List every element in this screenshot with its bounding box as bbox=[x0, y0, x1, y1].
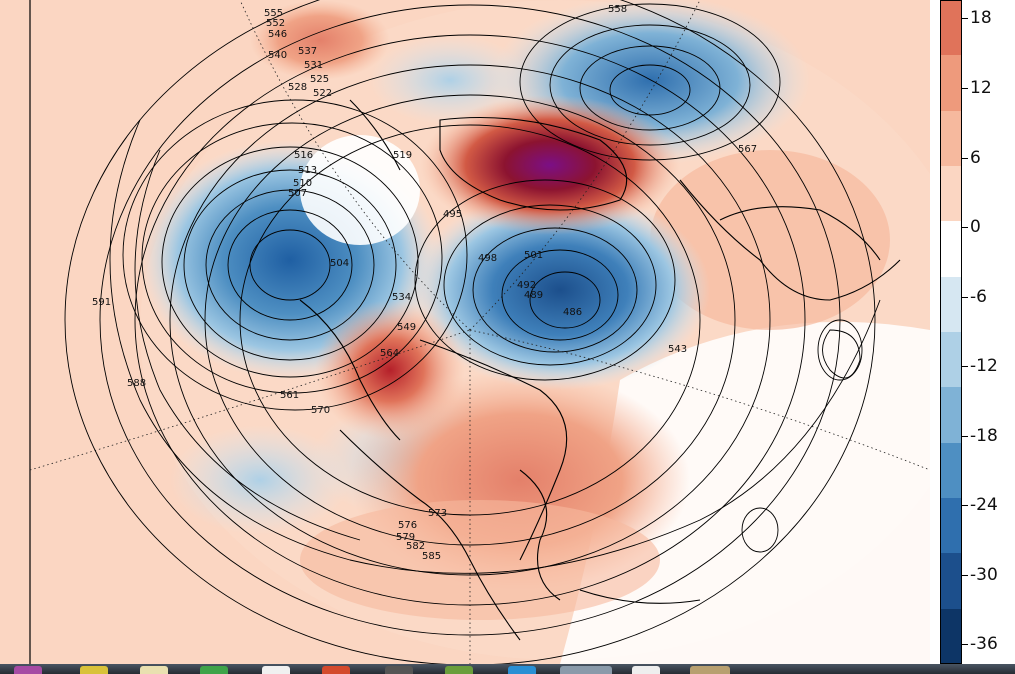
map-canvas: 591 588 585 582 579 576 573 570 567 564 … bbox=[29, 0, 930, 664]
colorbar-label: 12 bbox=[970, 78, 992, 98]
colorbar-label: -6 bbox=[970, 287, 987, 307]
contour-label: 585 bbox=[422, 551, 441, 562]
colorbar-swatch bbox=[940, 387, 962, 444]
colorbar-swatch bbox=[940, 608, 962, 665]
contour-label: 561 bbox=[280, 390, 299, 401]
colorbar-tick bbox=[962, 366, 968, 367]
app-icon[interactable] bbox=[690, 666, 730, 674]
app-icon[interactable] bbox=[200, 666, 228, 674]
contour-label: 489 bbox=[524, 290, 543, 301]
app-icon[interactable] bbox=[14, 666, 42, 674]
colorbar-tick bbox=[962, 575, 968, 576]
contour-label: 507 bbox=[288, 188, 307, 199]
app-icon[interactable] bbox=[80, 666, 108, 674]
contour-label: 534 bbox=[392, 292, 411, 303]
contour-label: 519 bbox=[393, 150, 412, 161]
colorbar-label: -36 bbox=[970, 634, 998, 654]
app-icon[interactable] bbox=[560, 666, 612, 674]
app-icon[interactable] bbox=[322, 666, 350, 674]
colorbar-swatch bbox=[940, 110, 962, 167]
contour-label: 492 bbox=[517, 280, 536, 291]
contour-label: 537 bbox=[298, 46, 317, 57]
contour-label: 588 bbox=[127, 378, 146, 389]
contour-label: 540 bbox=[268, 50, 287, 61]
colorbar-tick bbox=[962, 436, 968, 437]
contour-label: 513 bbox=[298, 165, 317, 176]
colorbar-swatch bbox=[940, 442, 962, 499]
contour-label: 504 bbox=[330, 258, 349, 269]
colorbar-swatch bbox=[940, 276, 962, 333]
contour-label: 531 bbox=[304, 60, 323, 71]
contour-label: 555 bbox=[264, 8, 283, 19]
contour-label: 522 bbox=[313, 88, 332, 99]
colorbar-swatch bbox=[940, 498, 962, 554]
colorbar-tick bbox=[962, 297, 968, 298]
height-anomaly-map: 591 588 585 582 579 576 573 570 567 564 … bbox=[0, 0, 930, 664]
app-icon[interactable] bbox=[140, 666, 168, 674]
contour-label: 567 bbox=[738, 144, 757, 155]
contour-label: 552 bbox=[266, 18, 285, 29]
app-icon[interactable] bbox=[445, 666, 473, 674]
colorbar-tick bbox=[962, 18, 968, 19]
contour-label: 516 bbox=[294, 150, 313, 161]
colorbar-tick bbox=[962, 88, 968, 89]
app-icon[interactable] bbox=[385, 666, 413, 674]
colorbar-tick bbox=[962, 505, 968, 506]
app-icon[interactable] bbox=[632, 666, 660, 674]
contour-label: 549 bbox=[397, 322, 416, 333]
contour-label: 573 bbox=[428, 508, 447, 519]
colorbar-swatch bbox=[940, 553, 962, 610]
colorbar-label: -24 bbox=[970, 495, 998, 515]
taskbar bbox=[0, 664, 1015, 674]
temperature-anomaly-colorbar: 18 12 6 0 -6 -12 -18 -24 -30 -36 bbox=[930, 0, 1015, 665]
colorbar-swatch bbox=[940, 221, 962, 278]
contour-label: 558 bbox=[608, 4, 627, 15]
colorbar-label: 18 bbox=[970, 8, 992, 28]
contour-label: 495 bbox=[443, 209, 462, 220]
contour-label: 564 bbox=[380, 348, 399, 359]
contour-label: 582 bbox=[406, 541, 425, 552]
colorbar-label: -12 bbox=[970, 356, 998, 376]
contour-label: 576 bbox=[398, 520, 417, 531]
contour-labels: 591 588 585 582 579 576 573 570 567 564 … bbox=[92, 4, 757, 562]
colorbar-border bbox=[940, 0, 962, 664]
colorbar-label: -30 bbox=[970, 565, 998, 585]
contour-label: 543 bbox=[668, 344, 687, 355]
contour-label: 570 bbox=[311, 405, 330, 416]
contour-label: 546 bbox=[268, 29, 287, 40]
contour-label: 525 bbox=[310, 74, 329, 85]
app-icon[interactable] bbox=[508, 666, 536, 674]
contour-label: 591 bbox=[92, 297, 111, 308]
contour-label: 528 bbox=[288, 82, 307, 93]
app-icon[interactable] bbox=[262, 666, 290, 674]
colorbar-tick bbox=[962, 644, 968, 645]
colorbar-swatch bbox=[940, 0, 962, 56]
colorbar-swatch bbox=[940, 55, 962, 112]
contour-label: 510 bbox=[293, 178, 312, 189]
colorbar-swatch bbox=[940, 166, 962, 222]
colorbar-swatch bbox=[940, 332, 962, 388]
contour-label: 579 bbox=[396, 532, 415, 543]
colorbar-tick bbox=[962, 158, 968, 159]
contour-label: 486 bbox=[563, 307, 582, 318]
colorbar-label: 6 bbox=[970, 148, 981, 168]
contour-label: 498 bbox=[478, 253, 497, 264]
colorbar-label: 0 bbox=[970, 217, 981, 237]
colorbar-label: -18 bbox=[970, 426, 998, 446]
colorbar-tick bbox=[962, 227, 968, 228]
contour-label: 501 bbox=[524, 250, 543, 261]
